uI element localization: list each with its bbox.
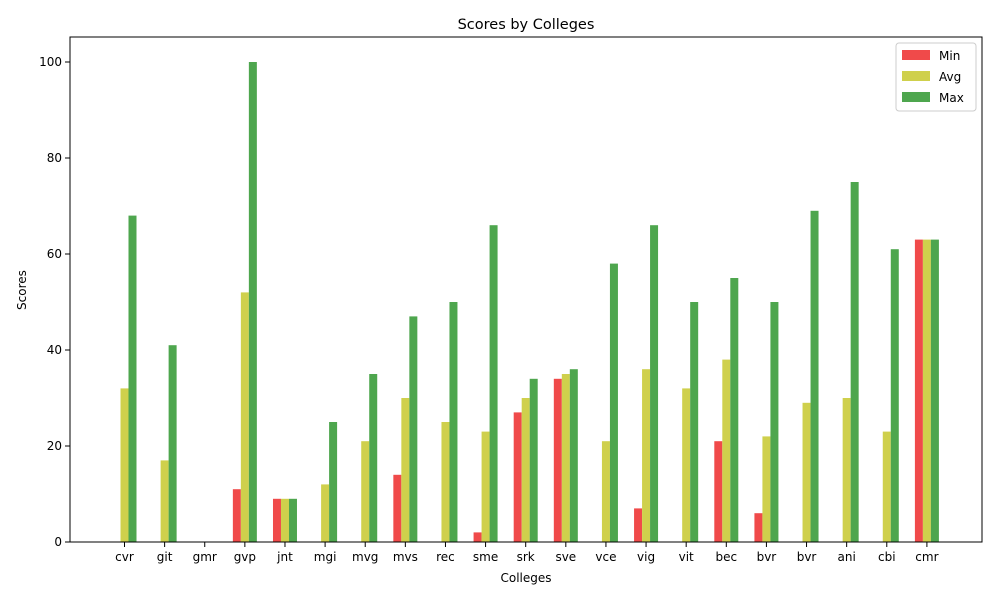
bar-min-vig (634, 508, 643, 542)
bar-max-cbi (890, 249, 899, 542)
x-tick-label-cmr: cmr (915, 550, 938, 564)
bar-max-bec (730, 278, 739, 542)
bar-min-bvr (754, 513, 763, 542)
x-tick-label-cvr: cvr (115, 550, 134, 564)
bar-avg-bvr (802, 402, 811, 542)
bar-avg-gvp (240, 292, 249, 542)
x-tick-label-gvp: gvp (234, 550, 256, 564)
x-tick-label-rec: rec (436, 550, 455, 564)
bar-avg-bvr (762, 436, 771, 542)
x-tick-label-gmr: gmr (193, 550, 217, 564)
bar-avg-vig (642, 369, 651, 542)
legend-swatch-min (902, 50, 930, 60)
bar-avg-jnt (280, 498, 289, 542)
x-tick-label-mvg: mvg (352, 550, 378, 564)
bar-avg-srk (521, 398, 530, 542)
bar-max-vce (609, 263, 618, 542)
x-tick-label-bec: bec (715, 550, 737, 564)
bar-avg-mgi (321, 484, 330, 542)
x-tick-label-jnt: jnt (276, 550, 293, 564)
x-tick-label-vce: vce (595, 550, 616, 564)
x-tick-label-sve: sve (555, 550, 576, 564)
x-tick-label-git: git (157, 550, 173, 564)
bar-avg-git (160, 460, 169, 542)
bar-min-gvp (232, 489, 241, 542)
x-tick-label-mvs: mvs (393, 550, 418, 564)
x-tick-label-vit: vit (679, 550, 694, 564)
bar-avg-cmr (922, 239, 931, 542)
bar-avg-vce (601, 441, 610, 542)
bar-max-cvr (128, 215, 137, 542)
bar-max-sve (569, 369, 578, 542)
bar-avg-sme (481, 431, 490, 542)
bar-max-bvr (770, 302, 779, 542)
x-tick-label-bvr: bvr (757, 550, 777, 564)
bar-avg-ani (842, 398, 851, 542)
bar-min-bec (714, 441, 723, 542)
x-tick-label-cbi: cbi (878, 550, 896, 564)
y-tick-label: 40 (47, 343, 62, 357)
x-tick-label-vig: vig (637, 550, 655, 564)
y-tick-label: 60 (47, 247, 62, 261)
y-tick-label: 80 (47, 151, 62, 165)
x-tick-label-bvr: bvr (797, 550, 817, 564)
bar-max-ani (850, 182, 859, 542)
legend-label-min: Min (939, 49, 960, 63)
bar-max-bvr (810, 210, 819, 543)
bar-min-sve (553, 378, 562, 542)
bar-min-jnt (272, 498, 281, 542)
y-tick-label: 0 (54, 535, 62, 549)
bar-avg-cbi (882, 431, 891, 542)
bar-min-srk (513, 412, 522, 542)
legend-swatch-avg (902, 71, 930, 81)
x-axis-label: Colleges (500, 571, 551, 585)
y-tick-label: 20 (47, 439, 62, 453)
bar-max-jnt (288, 498, 297, 542)
x-tick-label-mgi: mgi (314, 550, 337, 564)
x-tick-label-ani: ani (838, 550, 856, 564)
bar-max-srk (529, 378, 538, 542)
bar-min-mvs (393, 474, 402, 542)
bar-min-sme (473, 532, 482, 542)
legend-label-max: Max (939, 91, 964, 105)
bar-max-mgi (329, 422, 338, 542)
legend: Min Avg Max (895, 42, 977, 112)
bar-avg-rec (441, 422, 450, 542)
bar-avg-mvg (361, 441, 370, 542)
bar-max-git (168, 345, 177, 542)
chart-title: Scores by Colleges (458, 17, 595, 33)
bar-avg-bec (722, 359, 731, 542)
bar-max-cmr (930, 239, 939, 542)
x-tick-label-sme: sme (473, 550, 498, 564)
bar-max-vig (650, 225, 659, 542)
bar-avg-cvr (120, 388, 129, 542)
bar-max-rec (449, 302, 458, 542)
y-tick-label: 100 (39, 55, 62, 69)
bar-avg-vit (682, 388, 691, 542)
bar-min-cmr (914, 239, 923, 542)
bar-avg-sve (561, 374, 570, 542)
bar-max-vit (690, 302, 699, 542)
bar-max-gvp (248, 62, 257, 542)
x-tick-label-srk: srk (517, 550, 535, 564)
y-axis-label: Scores (15, 270, 29, 310)
legend-label-avg: Avg (939, 70, 961, 84)
bar-max-sme (489, 225, 498, 542)
bar-max-mvg (369, 374, 378, 542)
x-axis: cvr git gmr gvp jnt mgi mvg mvs rec sme srk sve vce v… (115, 542, 939, 564)
bar-avg-mvs (401, 398, 410, 542)
legend-swatch-max (902, 92, 930, 102)
bars-group (120, 62, 939, 543)
y-axis: 0 20 40 60 80 100 (39, 55, 70, 549)
plot-frame (69, 36, 983, 543)
bar-max-mvs (409, 316, 418, 542)
